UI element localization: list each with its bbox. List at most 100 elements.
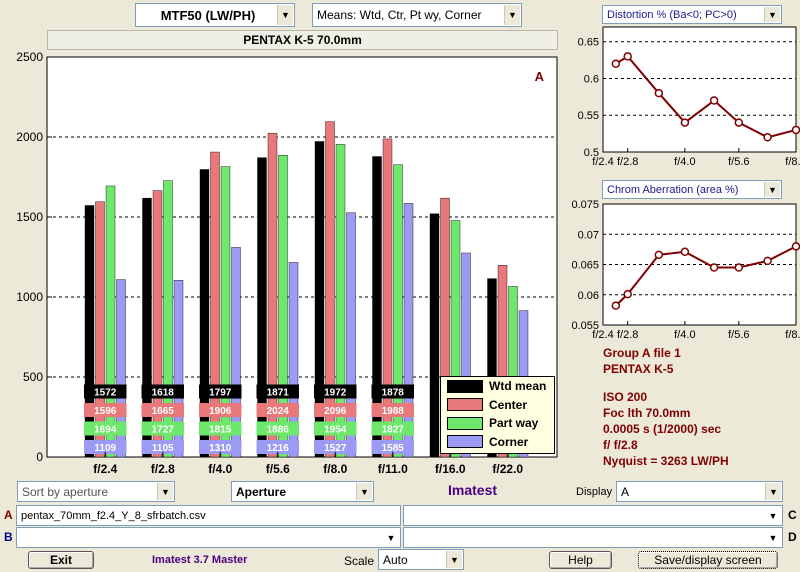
bar-wtd <box>199 169 210 458</box>
file-c-select[interactable]: ▼ <box>403 505 783 526</box>
row-b-label: B <box>4 530 13 544</box>
bar-partway <box>335 144 346 458</box>
bar-corner <box>346 212 356 458</box>
legend-item: Part way <box>441 414 554 433</box>
scale-select-value: Auto <box>383 552 408 567</box>
x-tick-label: f/2.8 <box>151 462 175 476</box>
y-tick-label: 0.65 <box>578 37 599 49</box>
y-tick-label: 2000 <box>16 130 43 144</box>
file-b-select[interactable]: ▼ <box>16 527 401 548</box>
file-a-select[interactable]: pentax_70mm_f2.4_Y_8_sfrbatch.csv <box>16 505 401 526</box>
data-point <box>791 125 800 135</box>
data-label: 1878 <box>382 388 405 399</box>
bar-corner <box>288 262 299 458</box>
row-b-right-label: D <box>788 530 797 544</box>
data-label: 1972 <box>324 388 347 399</box>
chevron-down-icon: ▼ <box>383 529 399 546</box>
save-display-button[interactable]: Save/display screen <box>638 551 778 569</box>
data-label: 1527 <box>324 443 347 454</box>
chevron-down-icon: ▼ <box>765 507 781 524</box>
legend-label: Corner <box>489 434 529 449</box>
legend-swatch <box>447 398 483 412</box>
data-label-bg <box>84 403 127 417</box>
legend-swatch <box>447 435 483 449</box>
brand-label: Imatest <box>448 482 498 498</box>
bar-wtd <box>487 278 497 458</box>
metric-select-value: MTF50 (LW/PH) <box>160 7 256 23</box>
series-line <box>615 245 797 307</box>
data-point <box>611 59 621 69</box>
sort-select[interactable]: Sort by aperture ▼ <box>17 481 175 502</box>
data-label: 1618 <box>152 388 175 399</box>
y-tick-label: 500 <box>23 370 43 384</box>
data-label: 1815 <box>209 425 232 436</box>
data-label-bg <box>256 384 299 399</box>
y-tick-label: 0 <box>36 450 43 464</box>
scale-select[interactable]: Auto ▼ <box>378 549 464 570</box>
mtf-bar-chart: 1109 1694 1596 1572 1105 1727 1665 1618 1310 1815… <box>16 52 558 476</box>
bar-wtd <box>142 197 152 458</box>
display-select[interactable]: A ▼ <box>616 481 783 502</box>
data-point <box>709 96 719 105</box>
data-label: 1797 <box>209 388 232 399</box>
exit-button[interactable]: Exit <box>28 551 94 569</box>
bar-partway <box>508 286 518 458</box>
file-d-select[interactable]: ▼ <box>403 527 783 548</box>
data-point <box>680 118 690 127</box>
x-tick-label: f/5.6 <box>728 156 749 168</box>
info-focal: Foc lth 70.0mm <box>603 406 691 420</box>
scale-label: Scale <box>344 554 375 568</box>
chevron-down-icon: ▼ <box>764 7 780 22</box>
chevron-down-icon: ▼ <box>446 551 462 568</box>
data-label-bg <box>199 440 242 454</box>
bar-partway <box>278 155 288 458</box>
data-label-bg <box>314 403 357 417</box>
data-label-bg <box>256 403 299 417</box>
data-label-bg <box>141 421 184 436</box>
data-label: 1871 <box>267 388 290 399</box>
y-tick-label: 0.07 <box>578 229 599 241</box>
data-label-bg <box>199 384 242 399</box>
help-button[interactable]: Help <box>549 551 612 569</box>
bar-center <box>152 190 163 458</box>
x-tick-label: f/4.0 <box>208 462 232 476</box>
data-label-bg <box>84 440 127 454</box>
data-point <box>611 301 621 310</box>
means-select[interactable]: Means: Wtd, Ctr, Pt wy, Corner ▼ <box>312 3 522 27</box>
data-label: 1727 <box>152 425 175 436</box>
x-tick-label: f/2.8 <box>617 329 638 341</box>
legend-item: Corner <box>441 433 554 452</box>
bar-wtd <box>372 156 382 458</box>
data-label: 1572 <box>94 388 117 399</box>
chevron-down-icon: ▼ <box>765 483 781 500</box>
y-tick-label: 0.065 <box>571 260 599 272</box>
bar-partway <box>450 220 461 458</box>
ca-select[interactable]: Chrom Aberration (area %) ▼ <box>602 180 782 199</box>
x-tick-label: f/22.0 <box>492 462 523 476</box>
group-by-select-value: Aperture <box>236 484 287 499</box>
data-label: 1954 <box>324 425 347 436</box>
data-label: 1216 <box>267 443 290 454</box>
metric-select[interactable]: MTF50 (LW/PH) ▼ <box>135 3 295 27</box>
data-label: 1310 <box>209 443 232 454</box>
data-label-bg <box>141 440 184 454</box>
legend-item: Wtd mean <box>441 377 554 396</box>
legend-label: Part way <box>489 416 539 431</box>
data-point <box>734 263 744 272</box>
data-label-bg <box>314 440 357 454</box>
data-label: 1109 <box>94 443 116 454</box>
x-tick-label: f/8.0 <box>785 156 800 168</box>
data-point <box>654 88 664 98</box>
distortion-select[interactable]: Distortion % (Ba<0; PC>0) ▼ <box>602 5 782 24</box>
x-tick-label: f/5.6 <box>266 462 290 476</box>
x-tick-label: f/2.4 <box>592 156 613 168</box>
group-by-select[interactable]: Aperture ▼ <box>231 481 374 502</box>
series-line <box>615 55 797 139</box>
distortion-select-value: Distortion % (Ba<0; PC>0) <box>607 8 737 21</box>
bar-center <box>440 197 450 458</box>
data-label-bg <box>199 403 242 417</box>
data-point <box>623 52 632 61</box>
bar-corner <box>173 279 184 458</box>
chevron-down-icon: ▼ <box>765 529 781 546</box>
data-label-bg <box>314 384 357 399</box>
